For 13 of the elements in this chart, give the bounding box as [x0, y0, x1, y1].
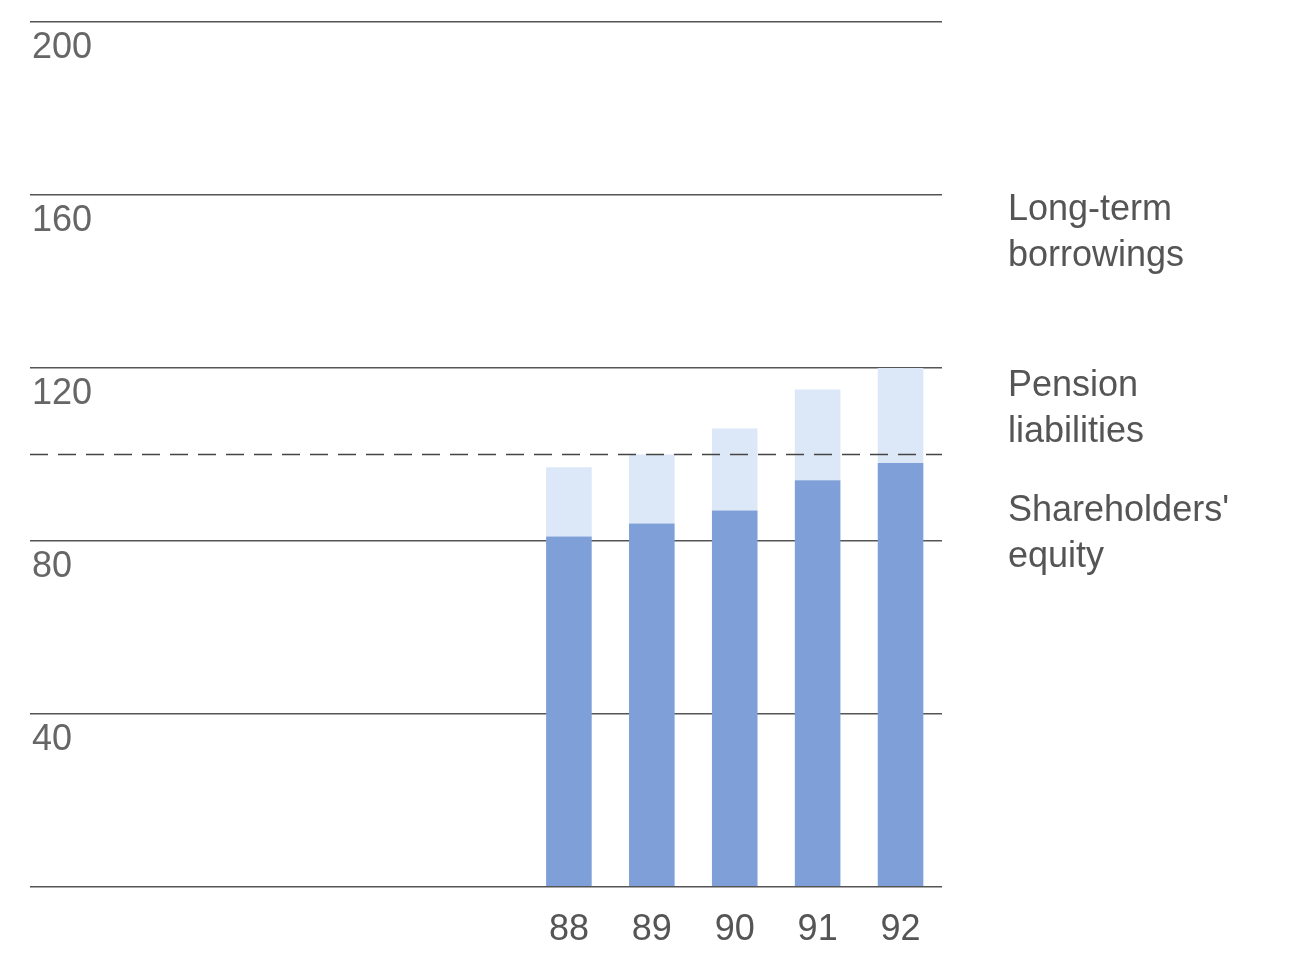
x-tick-label: 90	[714, 907, 755, 949]
y-tick-label: 80	[32, 543, 73, 585]
x-tick-label: 88	[548, 907, 589, 949]
x-tick-label: 89	[631, 907, 672, 949]
text: Long-term borrowings	[1008, 186, 1185, 274]
x-tick-label: 92	[880, 907, 921, 949]
y-tick-label: 40	[32, 716, 73, 758]
x-tick-label: 91	[797, 907, 838, 949]
text: Pension liabilities	[1008, 362, 1145, 450]
y-tick-label: 200	[32, 24, 93, 66]
y-tick-label: 120	[32, 370, 93, 412]
y-tick-label: 160	[32, 197, 93, 239]
text: Shareholders' equity	[1008, 487, 1230, 575]
